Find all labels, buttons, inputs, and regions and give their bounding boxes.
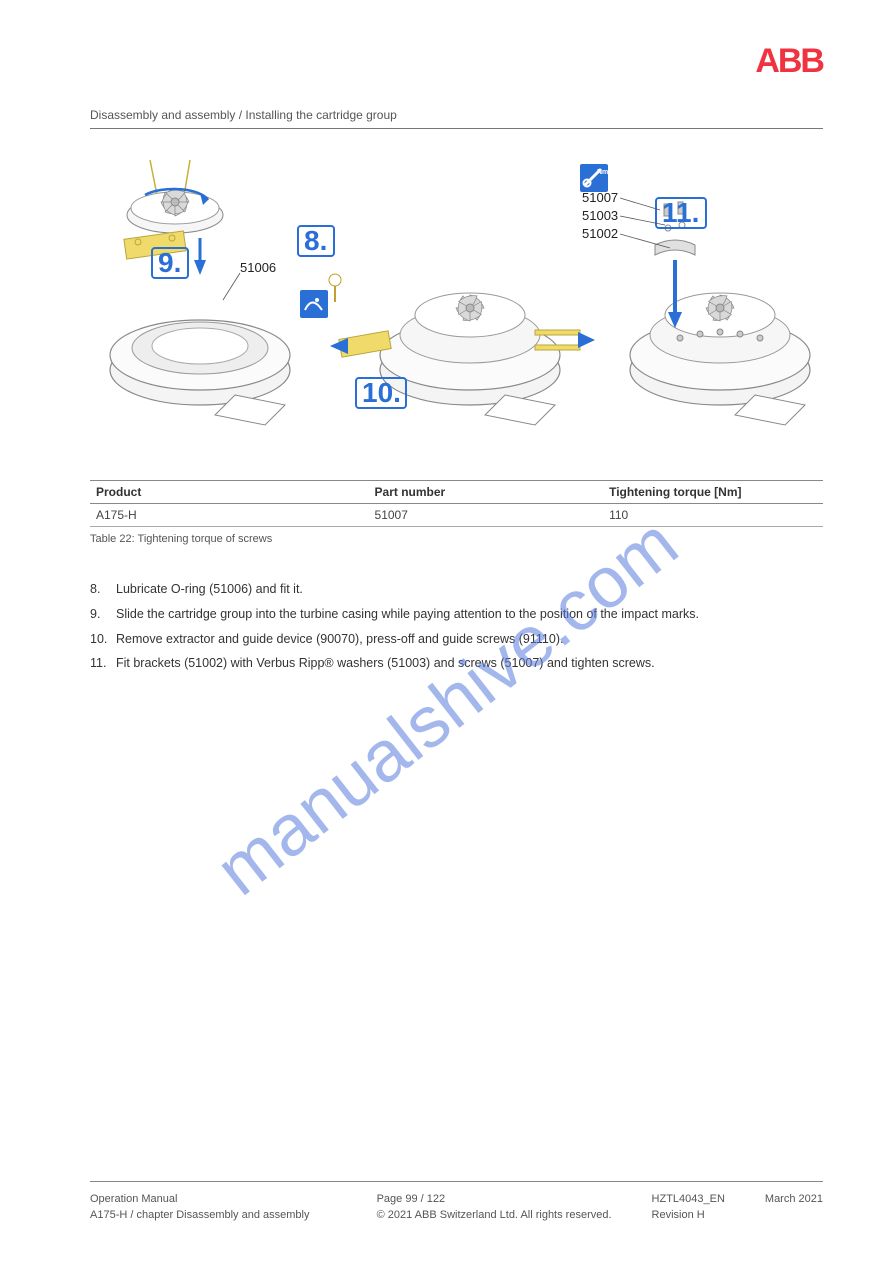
footer-copyright: © 2021 ABB Switzerland Ltd. All rights r… [377,1208,612,1223]
footer-right: Page 99 / 122 © 2021 ABB Switzerland Ltd… [377,1192,823,1223]
footer-chapter: A175-H / chapter Disassembly and assembl… [90,1208,309,1223]
assembly-stage-3 [630,202,810,425]
torque-table: Product Part number Tightening torque [N… [90,480,823,545]
abb-logo: ABB [755,42,823,81]
assembly-diagram: Nm [90,160,823,460]
step-marker-11: 11. [656,197,706,228]
step-text: Slide the cartridge group into the turbi… [116,605,823,624]
footer-docnum: HZTL4043_EN [652,1192,725,1207]
step-text: Lubricate O-ring (51006) and fit it. [116,580,823,599]
grease-icon [300,290,328,318]
svg-text:Nm: Nm [597,169,608,176]
footer-revision: Revision H [652,1208,725,1223]
table-header-row: Product Part number Tightening torque [N… [90,481,823,504]
part-label-51002: 51002 [582,226,670,248]
step-marker-8: 8. [298,225,334,256]
svg-text:8.: 8. [304,225,327,256]
footer-manual-title: Operation Manual [90,1192,309,1207]
footer-date: March 2021 [765,1192,823,1207]
svg-text:51006: 51006 [240,260,276,275]
table-cell: A175-H [90,504,369,527]
table-caption: Table 22: Tightening torque of screws [90,533,823,545]
watermark: manualshive.com [201,502,693,912]
table-header: Tightening torque [Nm] [603,481,823,504]
assembly-stage-1 [110,160,290,425]
torque-icon: Nm [580,164,608,192]
table-cell: 110 [603,504,823,527]
step-item: 9. Slide the cartridge group into the tu… [90,605,823,624]
step-item: 8. Lubricate O-ring (51006) and fit it. [90,580,823,599]
step-number: 11. [90,654,116,673]
footer-col: HZTL4043_EN Revision H [652,1192,725,1223]
svg-text:11.: 11. [662,197,699,228]
step-item: 11. Fit brackets (51002) with Verbus Rip… [90,654,823,673]
footer-page-number: Page 99 / 122 [377,1192,612,1207]
part-label-51007: 51007 [582,190,660,210]
step-text: Fit brackets (51002) with Verbus Ripp® w… [116,654,823,673]
step-number: 9. [90,605,116,624]
svg-text:10.: 10. [362,377,401,408]
table-header: Product [90,481,369,504]
svg-text:51003: 51003 [582,208,618,223]
step-text: Remove extractor and guide device (90070… [116,630,823,649]
procedure-steps: 8. Lubricate O-ring (51006) and fit it. … [90,580,823,679]
part-label-51003: 51003 [582,208,665,225]
table-cell: 51007 [369,504,604,527]
svg-text:51002: 51002 [582,226,618,241]
footer-col: March 2021 [765,1192,823,1223]
svg-text:51007: 51007 [582,190,618,205]
footer-col: Page 99 / 122 © 2021 ABB Switzerland Ltd… [377,1192,612,1223]
part-label-51006: 51006 [223,260,276,300]
table-row: A175-H 51007 110 [90,504,823,527]
top-rule [90,128,823,129]
table-header: Part number [369,481,604,504]
step-marker-10: 10. [356,377,406,408]
step-item: 10. Remove extractor and guide device (9… [90,630,823,649]
svg-text:9.: 9. [158,247,181,278]
breadcrumb: Disassembly and assembly / Installing th… [90,108,397,122]
page-footer: Operation Manual A175-H / chapter Disass… [90,1181,823,1223]
step-number: 8. [90,580,116,599]
footer-left: Operation Manual A175-H / chapter Disass… [90,1192,309,1223]
step-number: 10. [90,630,116,649]
